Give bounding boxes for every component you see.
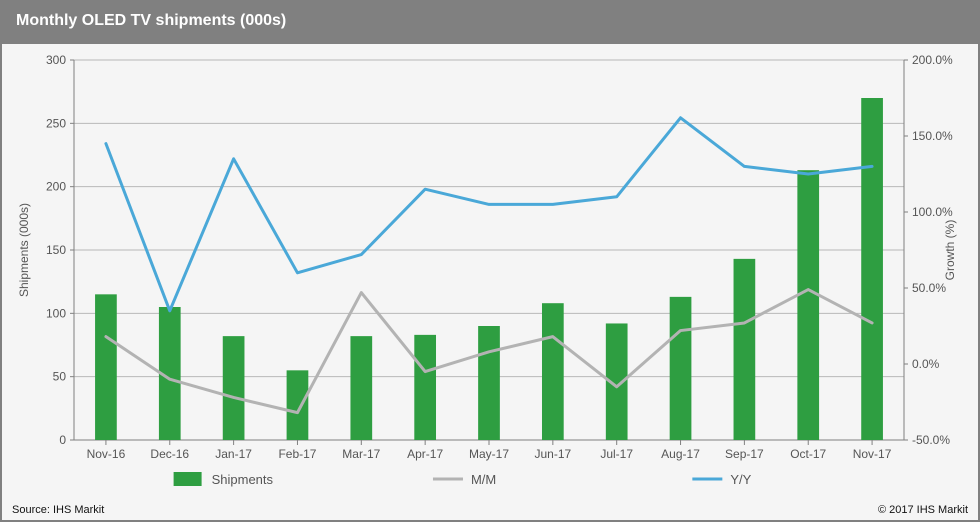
svg-text:0.0%: 0.0% <box>912 357 940 371</box>
svg-text:Y/Y: Y/Y <box>730 472 751 487</box>
bar <box>95 294 117 440</box>
bar <box>797 170 819 440</box>
svg-text:Feb-17: Feb-17 <box>278 447 316 461</box>
chart-svg: 0 50 100 150 200 250 300 -50.0% 0.0% 50.0% 100.0% 1… <box>12 46 968 500</box>
svg-text:Mar-17: Mar-17 <box>342 447 380 461</box>
bar <box>542 303 564 440</box>
line <box>106 118 872 311</box>
svg-text:Aug-17: Aug-17 <box>661 447 700 461</box>
svg-text:150: 150 <box>46 243 66 257</box>
svg-text:Shipments: Shipments <box>212 472 274 487</box>
svg-text:0: 0 <box>59 433 66 447</box>
svg-text:50: 50 <box>53 370 67 384</box>
svg-text:Growth (%): Growth (%) <box>943 220 957 281</box>
svg-text:M/M: M/M <box>471 472 496 487</box>
source-text: Source: IHS Markit <box>12 504 104 516</box>
svg-text:50.0%: 50.0% <box>912 281 946 295</box>
svg-text:Nov-16: Nov-16 <box>87 447 126 461</box>
chart-footer: Source: IHS Markit © 2017 IHS Markit <box>12 504 968 516</box>
svg-text:300: 300 <box>46 53 66 67</box>
svg-text:Apr-17: Apr-17 <box>407 447 443 461</box>
bar <box>287 370 309 440</box>
chart-title: Monthly OLED TV shipments (000s) <box>2 2 978 44</box>
svg-text:200: 200 <box>46 180 66 194</box>
bar <box>414 335 436 440</box>
svg-text:100: 100 <box>46 306 66 320</box>
svg-text:Nov-17: Nov-17 <box>853 447 892 461</box>
bar <box>350 336 372 440</box>
copyright-text: © 2017 IHS Markit <box>878 504 968 516</box>
svg-text:Jan-17: Jan-17 <box>215 447 252 461</box>
svg-text:-50.0%: -50.0% <box>912 433 950 447</box>
svg-text:Jun-17: Jun-17 <box>534 447 571 461</box>
svg-text:Jul-17: Jul-17 <box>600 447 633 461</box>
bar <box>670 297 692 440</box>
svg-text:250: 250 <box>46 116 66 130</box>
svg-text:Dec-16: Dec-16 <box>150 447 189 461</box>
svg-text:100.0%: 100.0% <box>912 205 953 219</box>
bar <box>861 98 883 440</box>
bar <box>734 259 756 440</box>
chart-frame: Monthly OLED TV shipments (000s) 0 50 100 1… <box>0 0 980 522</box>
svg-text:May-17: May-17 <box>469 447 509 461</box>
svg-text:150.0%: 150.0% <box>912 129 953 143</box>
svg-text:200.0%: 200.0% <box>912 53 953 67</box>
plot-area: 0 50 100 150 200 250 300 -50.0% 0.0% 50.0% 100.0% 1… <box>12 46 968 498</box>
bar <box>223 336 245 440</box>
svg-text:Oct-17: Oct-17 <box>790 447 826 461</box>
svg-text:Shipments (000s): Shipments (000s) <box>17 203 31 297</box>
svg-text:Sep-17: Sep-17 <box>725 447 764 461</box>
bar <box>478 326 500 440</box>
